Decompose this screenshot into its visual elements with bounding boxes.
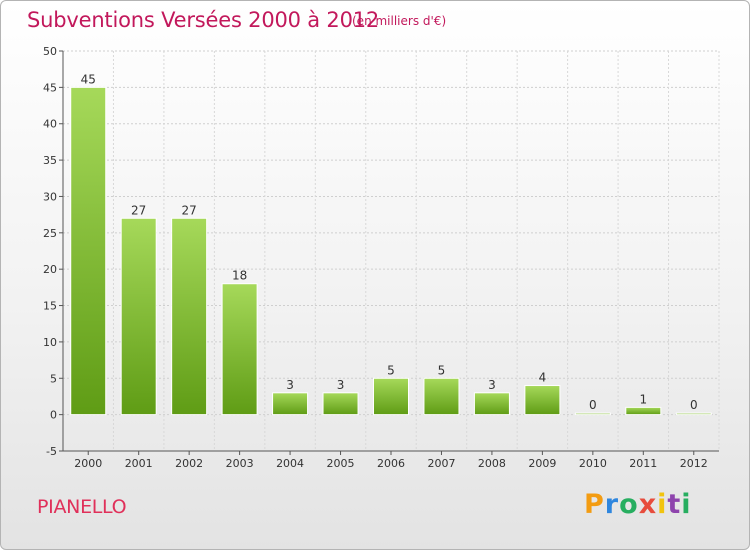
logo-letter: r (604, 489, 620, 520)
y-tick-label: 50 (43, 45, 57, 58)
logo-letter: i (681, 489, 692, 520)
y-tick-label: 10 (43, 336, 57, 349)
y-tick-label: 30 (43, 190, 57, 203)
bar-value-label: 3 (286, 378, 294, 392)
logo-letter: o (619, 489, 639, 520)
bar (373, 377, 409, 416)
x-tick-label: 2003 (226, 457, 254, 470)
bars (70, 86, 712, 416)
x-tick-label: 2000 (74, 457, 102, 470)
y-tick-label: 45 (43, 81, 57, 94)
bar-value-label: 5 (387, 363, 395, 377)
bar (473, 392, 510, 416)
bar-value-label: 18 (232, 269, 247, 283)
bar (171, 217, 208, 416)
y-tick-label: 25 (43, 227, 57, 240)
logo-letter: t (667, 489, 682, 520)
y-tick-label: 40 (43, 118, 57, 131)
bar (423, 377, 460, 416)
labels: -505101520253035404550452000272001272002… (43, 45, 708, 470)
chart-subtitle: (en milliers d'€) (352, 14, 447, 28)
bar-value-label: 5 (438, 363, 446, 377)
logo-letter: P (584, 489, 605, 520)
y-tick-label: 15 (43, 300, 57, 313)
y-tick-label: 0 (50, 409, 57, 422)
bar (272, 392, 309, 416)
x-tick-label: 2011 (629, 457, 657, 470)
axes (59, 50, 719, 455)
x-tick-label: 2008 (478, 457, 506, 470)
bar (675, 412, 712, 416)
bar (70, 86, 107, 416)
bar-value-label: 45 (81, 72, 96, 86)
commune-name: PIANELLO (37, 496, 127, 518)
y-tick-label: 35 (43, 154, 57, 167)
bar (322, 392, 359, 416)
bar-value-label: 0 (690, 398, 698, 412)
logo-letter: x (638, 489, 658, 520)
x-tick-label: 2002 (175, 457, 203, 470)
x-tick-label: 2005 (327, 457, 355, 470)
bar (625, 406, 662, 416)
bar (524, 385, 561, 416)
bar-value-label: 27 (182, 203, 197, 217)
chart-title: Subventions Versées 2000 à 2012 (27, 8, 380, 32)
bar (574, 412, 611, 416)
y-tick-label: -5 (46, 445, 57, 458)
proxiti-logo: Proxiti (584, 489, 692, 520)
bar-value-label: 3 (337, 378, 345, 392)
bar (120, 217, 157, 416)
x-tick-label: 2001 (125, 457, 153, 470)
x-tick-label: 2004 (276, 457, 304, 470)
logo-letter: i (657, 489, 668, 520)
x-tick-label: 2012 (680, 457, 708, 470)
bar-value-label: 3 (488, 378, 496, 392)
bar-value-label: 27 (131, 203, 146, 217)
bar-value-label: 4 (539, 371, 547, 385)
x-tick-label: 2006 (377, 457, 405, 470)
bar-value-label: 1 (639, 392, 647, 406)
bar-value-label: 0 (589, 398, 597, 412)
y-tick-label: 20 (43, 263, 57, 276)
x-tick-label: 2007 (427, 457, 455, 470)
x-tick-label: 2009 (528, 457, 556, 470)
x-tick-label: 2010 (579, 457, 607, 470)
bar (221, 283, 258, 416)
y-tick-label: 5 (50, 372, 57, 385)
